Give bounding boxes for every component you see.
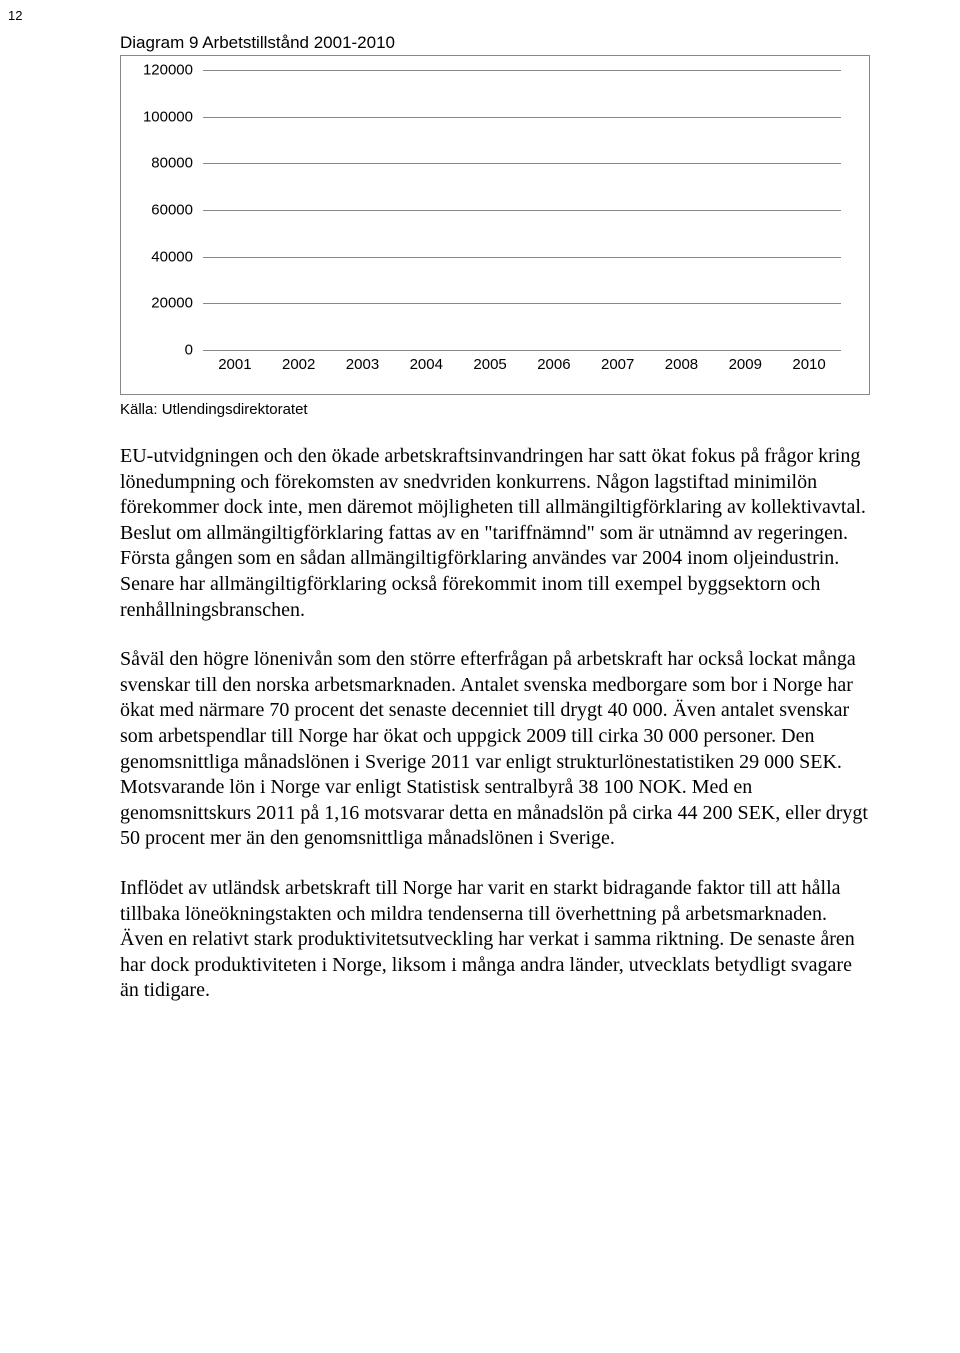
chart-x-tick: 2004 [394,356,458,373]
page-content: Diagram 9 Arbetstillstånd 2001-2010 0200… [0,23,960,1068]
chart-y-tick: 120000 [143,62,203,79]
paragraph-3: Inflödet av utländsk arbetskraft till No… [120,876,870,1004]
chart-x-tick: 2007 [586,356,650,373]
chart-x-tick: 2009 [713,356,777,373]
chart-y-tick: 20000 [151,295,203,312]
chart-y-tick: 100000 [143,108,203,125]
chart-y-tick: 80000 [151,155,203,172]
chart-title: Diagram 9 Arbetstillstånd 2001-2010 [120,33,870,53]
bar-chart: 020000400006000080000100000120000 200120… [120,55,870,395]
chart-gridline [203,350,841,351]
page-number: 12 [0,0,960,23]
paragraph-1: EU-utvidgningen och den ökade arbetskraf… [120,444,870,623]
chart-y-tick: 0 [185,342,203,359]
chart-source: Källa: Utlendingsdirektoratet [120,401,870,418]
chart-x-tick: 2006 [522,356,586,373]
paragraph-2: Såväl den högre lönenivån som den större… [120,647,870,852]
body-text: EU-utvidgningen och den ökade arbetskraf… [120,444,870,1004]
chart-x-tick: 2001 [203,356,267,373]
chart-x-tick: 2005 [458,356,522,373]
chart-x-tick: 2010 [777,356,841,373]
chart-bars [203,70,841,350]
chart-plot-area: 020000400006000080000100000120000 [203,70,841,350]
chart-x-tick: 2003 [331,356,395,373]
chart-x-tick: 2002 [267,356,331,373]
chart-y-tick: 60000 [151,202,203,219]
chart-x-axis: 2001200220032004200520062007200820092010 [203,350,841,373]
chart-y-tick: 40000 [151,248,203,265]
chart-x-tick: 2008 [650,356,714,373]
